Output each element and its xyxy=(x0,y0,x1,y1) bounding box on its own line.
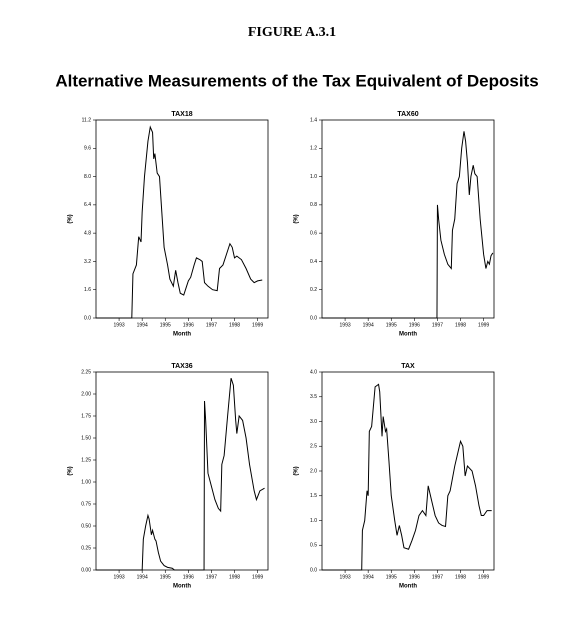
x-tick-label: 1996 xyxy=(183,322,194,328)
x-tick-label: 1998 xyxy=(455,322,466,328)
x-axis-label: Month xyxy=(173,332,191,338)
y-tick-label: 11.2 xyxy=(82,117,92,123)
y-tick-label: 0.00 xyxy=(81,567,91,573)
y-tick-label: 2.0 xyxy=(310,468,317,474)
y-tick-label: 6.4 xyxy=(84,202,91,208)
figure-label: FIGURE A.3.1 xyxy=(248,25,336,40)
plot-frame xyxy=(321,371,495,571)
y-tick-label: 3.0 xyxy=(310,419,317,425)
x-tick-label: 1995 xyxy=(386,574,397,580)
y-axis-label: (%) xyxy=(68,466,74,475)
y-tick-label: 0.4 xyxy=(310,259,317,265)
x-tick-label: 1997 xyxy=(432,574,443,580)
x-tick-label: 1997 xyxy=(432,322,443,328)
y-tick-label: 2.00 xyxy=(81,391,91,397)
x-tick-label: 1996 xyxy=(183,574,194,580)
x-tick-label: 1999 xyxy=(478,574,489,580)
y-tick-label: 0.25 xyxy=(81,545,91,551)
data-line xyxy=(322,131,494,319)
x-axis-label: Month xyxy=(399,332,417,338)
plot-frame xyxy=(95,371,269,571)
y-tick-label: 0.0 xyxy=(310,567,317,573)
y-tick-label: 1.00 xyxy=(81,479,91,485)
x-tick-label: 1994 xyxy=(137,574,148,580)
y-tick-label: 1.25 xyxy=(81,457,91,463)
x-tick-label: 1996 xyxy=(409,574,420,580)
x-tick-label: 1999 xyxy=(478,322,489,328)
y-tick-label: 1.0 xyxy=(310,518,317,524)
x-tick-label: 1998 xyxy=(229,574,240,580)
x-tick-label: 1994 xyxy=(363,322,374,328)
chart-title: TAX36 xyxy=(171,363,192,370)
x-tick-label: 1998 xyxy=(229,322,240,328)
x-tick-label: 1995 xyxy=(160,322,171,328)
y-tick-label: 3.2 xyxy=(84,259,91,265)
y-tick-label: 4.0 xyxy=(310,369,317,375)
y-tick-label: 2.5 xyxy=(310,444,317,450)
y-tick-label: 4.8 xyxy=(84,230,91,236)
y-tick-label: 0.0 xyxy=(310,315,317,321)
y-tick-label: 1.4 xyxy=(310,117,317,123)
y-tick-label: 0.50 xyxy=(81,523,91,529)
plot-frame xyxy=(95,119,269,319)
x-tick-label: 1999 xyxy=(252,322,263,328)
data-line xyxy=(96,125,263,319)
x-tick-label: 1994 xyxy=(363,574,374,580)
y-tick-label: 0.8 xyxy=(310,202,317,208)
y-tick-label: 3.5 xyxy=(310,394,317,400)
chart-title: TAX60 xyxy=(397,111,418,118)
x-tick-label: 1997 xyxy=(206,322,217,328)
y-tick-label: 8.0 xyxy=(84,174,91,180)
x-tick-label: 1998 xyxy=(455,574,466,580)
x-tick-label: 1993 xyxy=(114,574,125,580)
y-tick-label: 1.5 xyxy=(310,493,317,499)
x-tick-label: 1999 xyxy=(252,574,263,580)
x-tick-label: 1993 xyxy=(114,322,125,328)
y-tick-label: 0.75 xyxy=(81,501,91,507)
y-axis-label: (%) xyxy=(294,214,300,223)
y-tick-label: 0.5 xyxy=(310,543,317,549)
y-tick-label: 1.2 xyxy=(310,146,317,152)
y-axis-label: (%) xyxy=(68,214,74,223)
chart-title: TAX xyxy=(401,363,415,370)
y-tick-label: 1.50 xyxy=(81,435,91,441)
data-line xyxy=(322,383,492,571)
y-tick-label: 1.6 xyxy=(84,287,91,293)
figure-subtitle: Alternative Measurements of the Tax Equi… xyxy=(55,71,538,90)
x-tick-label: 1993 xyxy=(340,574,351,580)
chart-title: TAX18 xyxy=(171,111,192,118)
x-tick-label: 1995 xyxy=(160,574,171,580)
x-tick-label: 1997 xyxy=(206,574,217,580)
y-axis-label: (%) xyxy=(294,466,300,475)
x-axis-label: Month xyxy=(399,584,417,590)
y-tick-label: 1.0 xyxy=(310,174,317,180)
x-axis-label: Month xyxy=(173,584,191,590)
plot-frame xyxy=(321,119,495,319)
x-tick-label: 1993 xyxy=(340,322,351,328)
y-tick-label: 0.2 xyxy=(310,287,317,293)
y-tick-label: 9.6 xyxy=(84,146,91,152)
x-tick-label: 1994 xyxy=(137,322,148,328)
y-tick-label: 0.0 xyxy=(84,315,91,321)
y-tick-label: 1.75 xyxy=(81,413,91,419)
data-line xyxy=(96,378,265,571)
x-tick-label: 1995 xyxy=(386,322,397,328)
y-tick-label: 2.25 xyxy=(81,369,91,375)
y-tick-label: 0.6 xyxy=(310,230,317,236)
x-tick-label: 1996 xyxy=(409,322,420,328)
